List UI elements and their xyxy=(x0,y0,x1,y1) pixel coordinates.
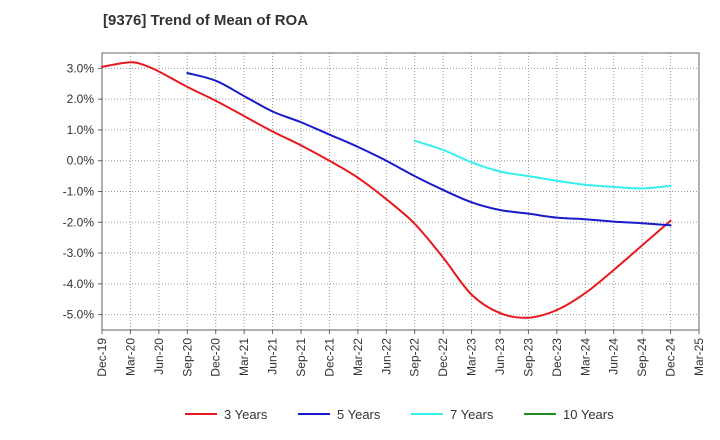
y-tick-label: 0.0% xyxy=(67,154,95,168)
x-tick-label: Dec-19 xyxy=(95,338,109,377)
legend-label-10-years: 10 Years xyxy=(563,407,614,422)
legend-label-7-years: 7 Years xyxy=(450,407,494,422)
y-tick-label: -3.0% xyxy=(63,246,95,260)
x-tick-label: Mar-22 xyxy=(351,338,365,376)
x-tick-label: Sep-22 xyxy=(408,338,422,377)
series-line-5-years xyxy=(186,72,672,227)
chart-title: [9376] Trend of Mean of ROA xyxy=(103,12,309,29)
x-tick-label: Jun-22 xyxy=(379,338,393,375)
series-line-7-years xyxy=(413,139,672,190)
grid xyxy=(102,53,699,330)
y-tick-label: -1.0% xyxy=(63,185,95,199)
x-tick-label: Mar-20 xyxy=(123,338,137,376)
x-tick-label: Dec-23 xyxy=(550,338,564,377)
y-tick-label: -4.0% xyxy=(63,277,95,291)
legend-label-3-years: 3 Years xyxy=(224,407,268,422)
y-tick-label: 3.0% xyxy=(67,61,95,75)
x-tick-label: Dec-20 xyxy=(209,338,223,377)
x-tick-label: Dec-24 xyxy=(664,338,678,377)
series-line-3-years xyxy=(101,61,672,319)
legend: 3 Years 5 Years 7 Years 10 Years xyxy=(185,407,614,422)
y-tick-label: -2.0% xyxy=(63,215,95,229)
y-axis: 3.0% 2.0% 1.0% 0.0% -1.0% -2.0% -3.0% -4.0% -5.0… xyxy=(63,61,102,322)
x-tick-label: Sep-21 xyxy=(294,338,308,377)
series xyxy=(101,61,672,319)
x-tick-label: Jun-23 xyxy=(493,338,507,375)
x-tick-label: Mar-25 xyxy=(692,338,706,376)
x-tick-label: Dec-21 xyxy=(322,338,336,377)
legend-label-5-years: 5 Years xyxy=(337,407,381,422)
x-tick-label: Mar-21 xyxy=(237,338,251,376)
y-tick-label: -5.0% xyxy=(63,308,95,322)
x-tick-label: Sep-20 xyxy=(180,338,194,377)
x-tick-label: Mar-23 xyxy=(465,338,479,376)
x-tick-label: Sep-24 xyxy=(635,338,649,377)
x-tick-label: Dec-22 xyxy=(436,338,450,377)
x-tick-label: Jun-21 xyxy=(266,338,280,375)
y-tick-label: 1.0% xyxy=(67,123,95,137)
x-tick-label: Sep-23 xyxy=(521,338,535,377)
x-tick-label: Jun-20 xyxy=(152,338,166,375)
x-tick-label: Jun-24 xyxy=(607,338,621,375)
y-tick-label: 2.0% xyxy=(67,92,95,106)
x-axis: Dec-19 Mar-20 Jun-20 Sep-20 Dec-20 Mar-21 Jun-… xyxy=(95,330,706,377)
x-tick-label: Mar-24 xyxy=(578,338,592,376)
